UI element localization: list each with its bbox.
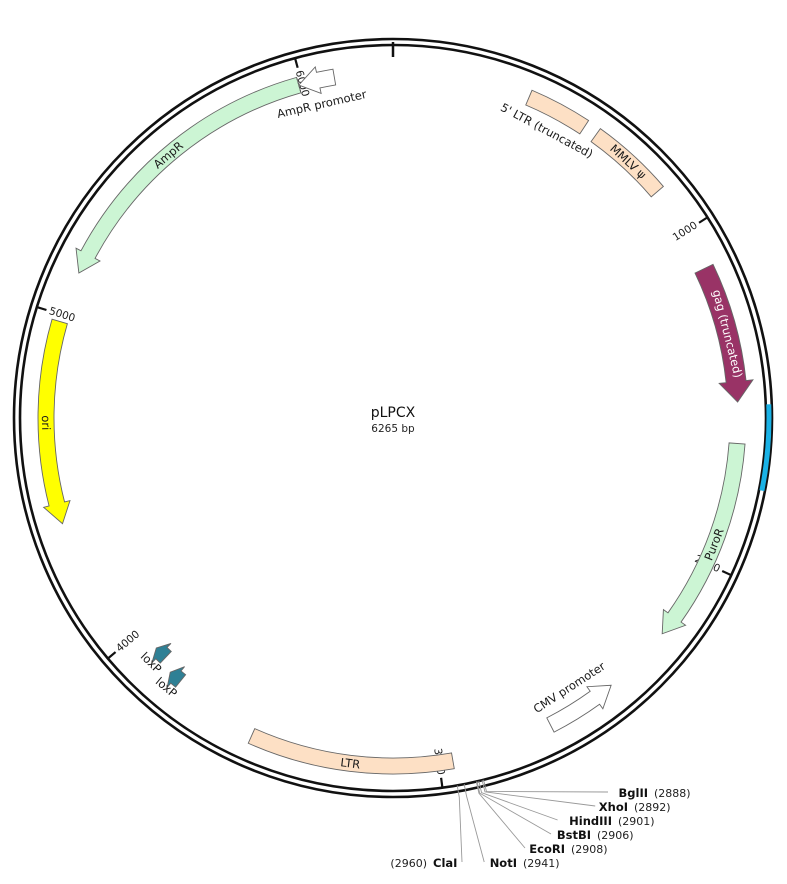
feature-shape-loxp1 — [166, 666, 187, 688]
feature-puror[interactable]: PuroR — [661, 442, 746, 635]
restriction-site-bstbi[interactable]: BstBI (2906) — [476, 781, 634, 842]
site-name-ecori: EcoRI — [529, 842, 565, 856]
site-leader-clai — [456, 785, 463, 863]
site-name-bstbi: BstBI — [557, 828, 591, 842]
plasmid-name: pLPCX — [371, 405, 416, 421]
feature-ltr5[interactable]: 5' LTR (truncated) — [498, 89, 595, 161]
feature-gag[interactable]: gag (truncated) — [694, 263, 754, 403]
feature-cmv[interactable]: CMV promoter — [531, 659, 612, 733]
feature-shape-cmv — [546, 684, 612, 733]
restriction-site-xhoi[interactable]: XhoI (2892) — [481, 780, 671, 814]
site-name-bglii: BglII — [619, 786, 649, 800]
feature-label-ori: ori — [39, 415, 53, 430]
site-name-hindiii: HindIII — [569, 814, 612, 828]
restriction-sites: BglII (2888)XhoI (2892)HindIII (2901)BstBI(… — [390, 779, 691, 870]
feature-shape-ampr — [75, 76, 302, 274]
site-leader-noti — [463, 784, 485, 863]
site-position-bglii: (2888) — [654, 787, 691, 800]
site-leader-xhoi — [481, 780, 596, 807]
feature-shape-loxp2 — [151, 643, 172, 664]
feature-shape-puror — [661, 442, 746, 635]
tick-mark-6000 — [293, 57, 299, 69]
site-name-clai: ClaI — [433, 856, 457, 870]
feature-shape-ltr5 — [525, 89, 590, 135]
feature-ltr3[interactable]: LTR — [247, 728, 455, 775]
site-name-xhoi: XhoI — [599, 800, 628, 814]
feature-label-psi: MMLV ψ — [607, 141, 649, 181]
tick-label-1000: 1000 — [671, 219, 700, 243]
feature-shape-gag — [694, 263, 754, 403]
tick-mark-1000 — [698, 216, 709, 224]
feature-shape-psi — [590, 128, 665, 198]
restriction-site-ecori[interactable]: EcoRI (2908) — [475, 781, 608, 856]
site-name-noti: NotI — [490, 856, 517, 870]
backbone-outer-ring — [12, 37, 774, 799]
feature-loxp2[interactable]: loxP — [138, 643, 172, 676]
tick-mark-2000 — [721, 569, 732, 577]
site-position-hindiii: (2901) — [618, 815, 655, 828]
feature-shape-ltr3 — [247, 728, 455, 775]
site-position-bstbi: (2906) — [597, 829, 634, 842]
site-leader-bstbi — [476, 781, 552, 835]
plasmid-length: 6265 bp — [371, 423, 415, 435]
site-leader-ecori — [475, 781, 526, 849]
backbone-highlight — [759, 404, 772, 492]
restriction-site-clai[interactable]: ClaI (2960) — [390, 785, 463, 870]
site-position-xhoi: (2892) — [634, 801, 671, 814]
tick-mark-4000 — [107, 651, 117, 660]
restriction-site-hindiii[interactable]: HindIII (2901) — [478, 780, 655, 828]
site-leader-bglii — [483, 779, 609, 793]
site-position-clai: (2960) — [390, 857, 427, 870]
site-position-noti: (2941) — [523, 857, 560, 870]
restriction-site-noti[interactable]: NotI (2941) — [463, 784, 560, 870]
feature-ori[interactable]: ori — [37, 318, 71, 525]
tick-mark-5000 — [36, 305, 47, 312]
tick-label-4000: 4000 — [114, 628, 142, 654]
backbone — [12, 37, 774, 799]
site-position-ecori: (2908) — [571, 843, 608, 856]
restriction-site-bglii[interactable]: BglII (2888) — [483, 779, 691, 800]
feature-shape-ori — [37, 318, 71, 525]
tick-mark-3000 — [440, 777, 444, 788]
feature-shape-amprprom — [298, 65, 337, 95]
site-leader-hindiii — [478, 780, 558, 821]
feature-psi[interactable]: MMLV ψ — [590, 128, 665, 198]
feature-label-ltr3: LTR — [340, 755, 361, 771]
